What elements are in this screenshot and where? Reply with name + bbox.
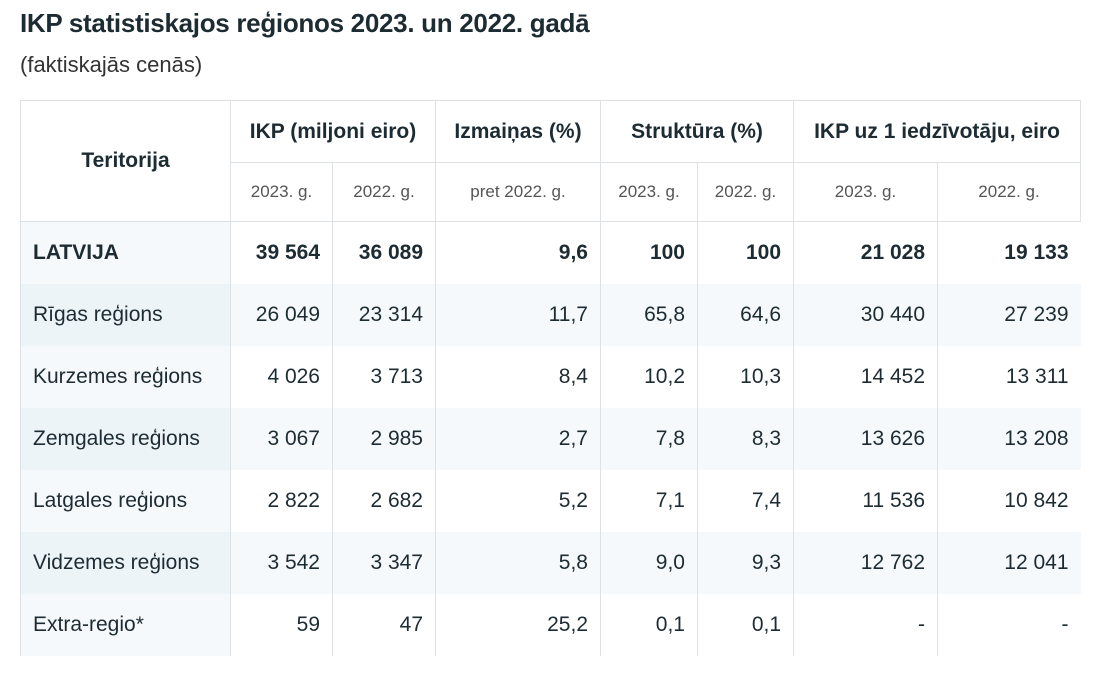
cell-change: 5,8 xyxy=(435,532,601,594)
cell-structure-2023: 65,8 xyxy=(600,284,698,346)
cell-gdp-2023: 59 xyxy=(230,594,333,656)
header-gdp-2023: 2023. g. xyxy=(230,162,333,222)
cell-structure-2022: 8,3 xyxy=(696,408,794,470)
table-row: Extra-regio* 59 47 25,2 0,1 0,1- - xyxy=(20,594,1081,656)
table-row: Zemgales reģions 3 067 2 985 2,7 7,8 8,3 13 62… xyxy=(20,408,1081,470)
cell-structure-2023: 7,8 xyxy=(600,408,698,470)
header-per-capita-2023: 2023. g. xyxy=(793,162,939,222)
cell-per-capita-2022: 13 311 xyxy=(937,346,1081,408)
cell-per-capita-2023: 21 028 xyxy=(793,221,938,284)
cell-change: 2,7 xyxy=(435,408,601,470)
cell-per-capita-2022: - xyxy=(937,594,1081,656)
cell-gdp-2022: 47 xyxy=(332,594,436,656)
cell-structure-2023: 100 xyxy=(600,221,698,284)
cell-per-capita-2023: 13 626 xyxy=(793,408,938,470)
cell-structure-2022: 100 xyxy=(696,221,794,284)
cell-per-capita-2022: 13 208 xyxy=(937,408,1081,470)
cell-per-capita-2023: 30 440 xyxy=(793,284,938,346)
cell-territory: Extra-regio* xyxy=(20,594,231,656)
cell-change: 8,4 xyxy=(435,346,601,408)
header-per-capita: IKP uz 1 iedzīvotāju, eiro xyxy=(793,100,1082,163)
page-title: IKP statistiskajos reģionos 2023. un 202… xyxy=(20,8,590,38)
cell-structure-2023: 10,2 xyxy=(600,346,698,408)
table-row: Kurzemes reģions 4 026 3 713 8,4 10,2 10,3 14 … xyxy=(20,346,1081,408)
header-gdp-2022: 2022. g. xyxy=(332,162,436,222)
cell-gdp-2022: 2 682 xyxy=(332,470,436,532)
header-change: Izmaiņas (%) xyxy=(435,100,601,163)
cell-structure-2023: 0,1 xyxy=(600,594,698,656)
cell-territory: Kurzemes reģions xyxy=(20,346,231,408)
cell-gdp-2022: 36 089 xyxy=(332,221,436,284)
cell-structure-2023: 7,1 xyxy=(600,470,698,532)
header-change-vs-2022: pret 2022. g. xyxy=(435,162,601,222)
cell-change: 5,2 xyxy=(435,470,601,532)
table-row: Latgales reģions 2 822 2 682 5,2 7,1 7,4 11 53… xyxy=(20,470,1081,532)
cell-gdp-2022: 3 347 xyxy=(332,532,436,594)
cell-gdp-2023: 2 822 xyxy=(230,470,333,532)
cell-gdp-2023: 39 564 xyxy=(230,221,333,284)
cell-per-capita-2022: 12 041 xyxy=(937,532,1081,594)
cell-structure-2022: 10,3 xyxy=(696,346,794,408)
cell-gdp-2023: 26 049 xyxy=(230,284,333,346)
header-territory: Teritorija xyxy=(20,100,231,222)
cell-territory: Latgales reģions xyxy=(20,470,231,532)
cell-structure-2022: 64,6 xyxy=(696,284,794,346)
cell-structure-2022: 0,1 xyxy=(696,594,794,656)
cell-structure-2022: 7,4 xyxy=(696,470,794,532)
cell-change: 25,2 xyxy=(435,594,601,656)
cell-per-capita-2022: 19 133 xyxy=(937,221,1081,284)
table-row: Vidzemes reģions 3 542 3 347 5,8 9,0 9,3 12 76… xyxy=(20,532,1081,594)
cell-change: 9,6 xyxy=(435,221,601,284)
cell-per-capita-2023: 12 762 xyxy=(793,532,938,594)
cell-gdp-2023: 4 026 xyxy=(230,346,333,408)
page-subtitle: (faktiskajās cenās) xyxy=(20,52,203,77)
table-row: LATVIJA 39 564 36 089 9,6 100 100 21 028 19 133 xyxy=(20,221,1081,284)
header-per-capita-2022: 2022. g. xyxy=(937,162,1082,222)
cell-territory: Rīgas reģions xyxy=(20,284,231,346)
cell-per-capita-2023: 14 452 xyxy=(793,346,938,408)
cell-structure-2023: 9,0 xyxy=(600,532,698,594)
cell-change: 11,7 xyxy=(435,284,601,346)
cell-per-capita-2022: 10 842 xyxy=(937,470,1081,532)
header-gdp: IKP (miljoni eiro) xyxy=(230,100,436,163)
cell-territory: Vidzemes reģions xyxy=(20,532,231,594)
cell-gdp-2022: 2 985 xyxy=(332,408,436,470)
header-structure-2023: 2023. g. xyxy=(600,162,698,222)
table-row: Rīgas reģions 26 049 23 314 11,7 65,8 64,6 30 … xyxy=(20,284,1081,346)
cell-territory: Zemgales reģions xyxy=(20,408,231,470)
header-structure: Struktūra (%) xyxy=(599,100,795,163)
cell-structure-2022: 9,3 xyxy=(696,532,794,594)
cell-gdp-2022: 23 314 xyxy=(332,284,436,346)
cell-gdp-2023: 3 542 xyxy=(230,532,333,594)
cell-gdp-2023: 3 067 xyxy=(230,408,333,470)
cell-territory: LATVIJA xyxy=(20,221,231,284)
cell-per-capita-2023: 11 536 xyxy=(793,470,938,532)
cell-gdp-2022: 3 713 xyxy=(332,346,436,408)
gdp-table: Teritorija IKP (miljoni eiro) Izmaiņas (… xyxy=(20,100,1082,656)
cell-per-capita-2022: 27 239 xyxy=(937,284,1081,346)
cell-per-capita-2023: - xyxy=(793,594,938,656)
header-structure-2022: 2022. g. xyxy=(696,162,795,222)
